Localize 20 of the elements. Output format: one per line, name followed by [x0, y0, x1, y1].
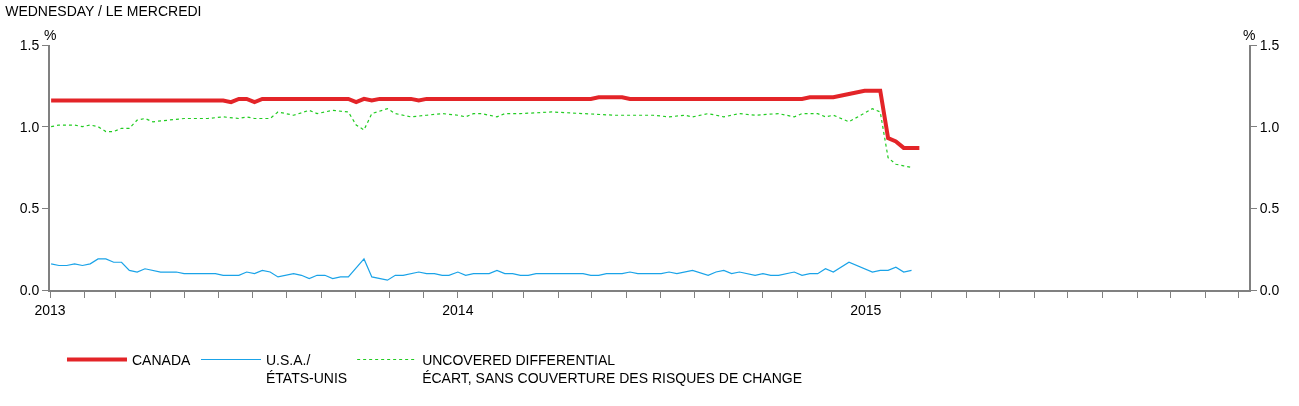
y2-tick-label: 0.5	[1259, 200, 1280, 217]
legend-label: U.S.A./ ÉTATS-UNIS	[266, 351, 348, 387]
legend-label: CANADA	[131, 351, 191, 368]
line-series	[50, 108, 913, 169]
line-series	[50, 88, 922, 150]
x-tick-label: 2015	[850, 301, 882, 318]
y2-tick-label: 1.5	[1259, 36, 1280, 53]
y2-tick-label: 1.0	[1259, 118, 1280, 135]
x-tick-label: 2013	[34, 301, 66, 318]
y2-tick-label: 0.0	[1259, 281, 1280, 298]
x-tick-label: 2014	[442, 301, 474, 318]
line-series	[50, 258, 913, 281]
y-tick-label: 1.0	[19, 118, 40, 135]
y-tick-label: 1.5	[19, 36, 40, 53]
y-tick-label: 0.0	[19, 281, 40, 298]
chart-title: WEDNESDAY / LE MERCREDI	[5, 2, 202, 19]
y-axis-title: %	[44, 27, 57, 43]
y-tick-label: 0.5	[19, 200, 40, 217]
legend-label: UNCOVERED DIFFERENTIAL ÉCART, SANS COUVERTURE DES RISQUES DE CHANGE	[422, 351, 803, 387]
y2-axis-title: %	[1243, 27, 1256, 43]
